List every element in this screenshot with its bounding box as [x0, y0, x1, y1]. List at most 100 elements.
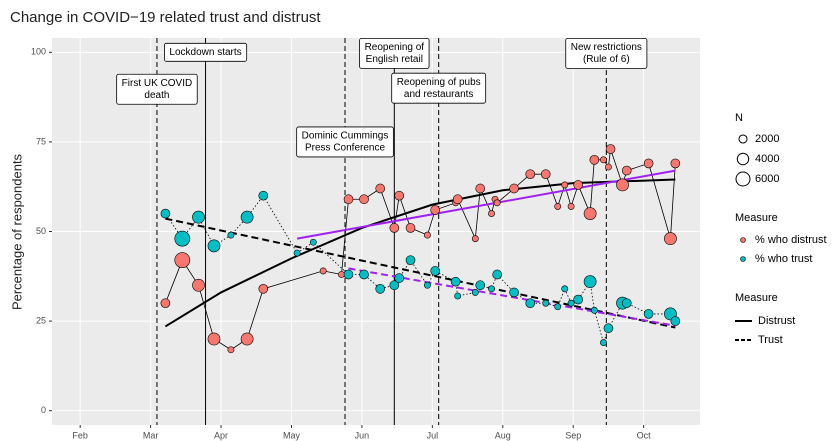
- point: [525, 169, 536, 179]
- legend-size: [736, 152, 750, 166]
- legend-label: 4000: [755, 153, 779, 165]
- annotation-text: First UK COVID: [122, 78, 193, 89]
- point: [554, 202, 562, 210]
- y-tick-label: 75: [36, 136, 46, 146]
- x-tick-label: Oct: [637, 430, 652, 440]
- x-tick-label: Jul: [427, 430, 439, 440]
- x-tick-label: Apr: [214, 430, 228, 440]
- point: [258, 284, 269, 294]
- x-tick-label: Jun: [355, 430, 370, 440]
- point: [309, 238, 317, 246]
- point: [174, 230, 191, 247]
- point: [561, 181, 569, 189]
- point: [293, 249, 301, 257]
- point: [389, 223, 400, 233]
- chart-title: Change in COVID−19 related trust and dis…: [10, 9, 321, 26]
- annotation-box: [565, 38, 648, 69]
- point: [509, 183, 519, 194]
- legend-key: [740, 256, 746, 262]
- point: [670, 158, 681, 169]
- point: [430, 205, 440, 215]
- legend-label: 6000: [755, 173, 779, 185]
- point: [471, 288, 479, 296]
- point: [573, 180, 583, 190]
- point: [471, 235, 479, 243]
- x-tick-label: Feb: [72, 430, 88, 440]
- legend-title: Measure: [735, 212, 778, 224]
- point: [567, 299, 575, 307]
- x-tick-label: Aug: [495, 430, 511, 440]
- annotation-box: [164, 42, 248, 62]
- point: [621, 165, 632, 176]
- point: [583, 275, 597, 289]
- point: [670, 316, 681, 326]
- point: [600, 156, 607, 164]
- legend-title: Measure: [735, 292, 778, 304]
- point: [343, 269, 354, 280]
- point: [174, 252, 191, 269]
- point: [160, 298, 171, 308]
- legend-title: N: [735, 112, 743, 124]
- point: [454, 292, 462, 300]
- point: [605, 163, 612, 171]
- legend-size: [735, 171, 751, 187]
- x-tick-label: Mar: [143, 430, 159, 440]
- point: [493, 199, 501, 207]
- connector-line: [165, 194, 676, 344]
- point: [643, 158, 654, 169]
- annotation-text: Reopening of pubs: [397, 77, 481, 88]
- annotation-box: [391, 72, 487, 104]
- point: [509, 287, 519, 298]
- annotation-box: [359, 38, 430, 69]
- point: [643, 309, 654, 319]
- x-tick-label: Sep: [565, 430, 581, 440]
- legend-label: Trust: [758, 334, 783, 346]
- point: [338, 271, 345, 278]
- point: [192, 278, 205, 292]
- annotation-text: Dominic Cummings: [302, 131, 389, 142]
- point: [375, 183, 386, 194]
- annotation-box: [116, 73, 198, 105]
- point: [475, 183, 486, 194]
- point: [600, 339, 607, 347]
- point: [319, 267, 327, 275]
- annotation-text: death: [144, 90, 169, 101]
- point: [359, 194, 369, 205]
- fit-line: [165, 217, 676, 329]
- point: [423, 281, 431, 289]
- point: [207, 332, 221, 346]
- point: [573, 294, 583, 305]
- annotation: Lockdown starts: [164, 42, 248, 62]
- point: [589, 155, 600, 165]
- point: [405, 223, 416, 233]
- x-tick-label: May: [283, 430, 301, 440]
- point: [542, 299, 550, 307]
- annotation-text: and restaurants: [404, 89, 474, 100]
- point: [605, 144, 616, 154]
- point: [554, 303, 562, 311]
- annotation-text: Lockdown starts: [169, 47, 241, 58]
- annotation-box: [296, 126, 394, 158]
- legend-size: [738, 134, 748, 144]
- point: [192, 210, 205, 224]
- y-tick-label: 25: [36, 315, 46, 325]
- point: [475, 280, 486, 291]
- point: [590, 306, 598, 314]
- point: [394, 273, 405, 283]
- point: [207, 239, 221, 253]
- point: [450, 276, 461, 287]
- legend-label: Distrust: [758, 315, 795, 327]
- point: [405, 255, 416, 265]
- point: [394, 190, 405, 201]
- point: [583, 207, 597, 220]
- legend-label: % who distrust: [755, 234, 827, 246]
- point: [423, 231, 431, 239]
- point: [561, 285, 569, 293]
- legend-label: 2000: [755, 133, 779, 145]
- annotation-text: Reopening of: [365, 42, 425, 53]
